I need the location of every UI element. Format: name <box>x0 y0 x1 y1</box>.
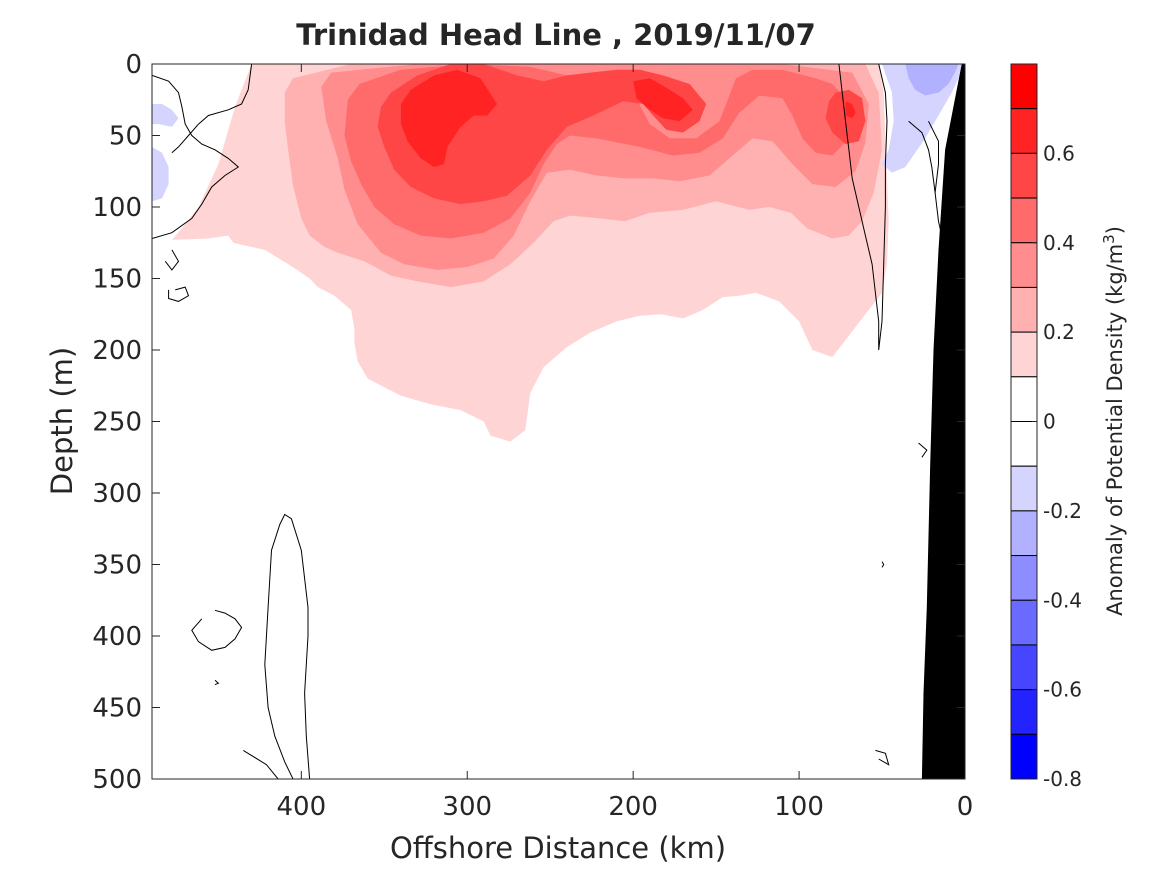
colorbar-tick-label: -0.8 <box>1043 767 1082 791</box>
colorbar-tick-label: 0 <box>1043 410 1056 434</box>
anomaly-region-6 <box>633 78 693 122</box>
colorbar-band-0 <box>1010 63 1038 110</box>
colorbar-band-3 <box>1010 197 1038 244</box>
density-fills <box>152 64 962 442</box>
y-tick-label: 500 <box>92 765 142 795</box>
x-tick-label: 400 <box>277 792 327 822</box>
colorbar-tick-label: -0.4 <box>1043 588 1082 612</box>
y-tick-label: 450 <box>92 694 142 724</box>
y-tick-label: 0 <box>125 50 142 80</box>
colorbar: 0.6 0.4 0.2 0 -0.2 -0.4 -0.6 -0.8 <box>1010 63 1082 791</box>
anomaly-region-5 <box>400 69 498 167</box>
plot-area <box>152 64 965 779</box>
colorbar-band-6 <box>1010 331 1038 378</box>
colorbar-band-5 <box>1010 286 1038 333</box>
colorbar-band-13 <box>1010 644 1038 691</box>
zero-contour-0 <box>152 74 240 239</box>
x-tick-label: 300 <box>442 792 492 822</box>
colorbar-tick-label: 0.2 <box>1043 320 1075 344</box>
colorbar-band-12 <box>1010 599 1038 646</box>
colorbar-label-exponent: 3 <box>1100 234 1118 244</box>
y-tick-label: 100 <box>92 193 142 223</box>
colorbar-band-10 <box>1010 510 1038 557</box>
x-tick-label: 100 <box>774 792 824 822</box>
colorbar-band-8 <box>1010 421 1038 467</box>
zero-contour-1 <box>171 64 253 154</box>
y-tick-label: 150 <box>92 265 142 295</box>
y-tick-label: 50 <box>109 122 142 152</box>
y-tick-label: 300 <box>92 479 142 509</box>
anomaly-region-11 <box>152 104 179 127</box>
zero-contour-2 <box>164 249 180 271</box>
zero-contour-7 <box>264 513 311 779</box>
colorbar-band-11 <box>1010 555 1038 601</box>
y-tick-label: 400 <box>92 622 142 652</box>
colorbar-label-close: ) <box>1103 226 1127 234</box>
anomaly-region-14 <box>905 64 959 96</box>
anomaly-region-8 <box>845 101 856 119</box>
x-tick-label: 200 <box>608 792 658 822</box>
seafloor-bathymetry <box>921 64 965 779</box>
colorbar-band-15 <box>1010 733 1038 780</box>
zero-contour-8 <box>838 64 888 351</box>
zero-contour-11 <box>918 442 928 458</box>
colorbar-band-4 <box>1010 242 1038 288</box>
colorbar-band-9 <box>1010 465 1038 512</box>
zero-contour-12 <box>881 561 885 568</box>
y-tick-label: 350 <box>92 551 142 581</box>
x-tick-label: 0 <box>957 792 974 822</box>
zero-contour-13 <box>875 749 890 766</box>
zero-contours <box>152 64 956 779</box>
zero-contour-5 <box>214 679 220 686</box>
colorbar-label: Anomaly of Potential Density (kg/m3) <box>1100 226 1127 616</box>
colorbar-tick-label: -0.6 <box>1043 678 1082 702</box>
x-axis-label: Offshore Distance (km) <box>390 831 726 865</box>
y-axis-ticks: 0 50 100 150 200 250 300 350 400 450 500 <box>92 50 965 795</box>
colorbar-band-14 <box>1010 689 1038 735</box>
y-axis-label: Depth (m) <box>45 347 79 495</box>
colorbar-tick-label: -0.2 <box>1043 499 1082 523</box>
anomaly-region-10 <box>284 224 298 242</box>
anomaly-region-13 <box>882 64 962 173</box>
colorbar-band-7 <box>1010 376 1038 422</box>
zero-contour-10 <box>928 120 939 193</box>
anomaly-region-12 <box>152 146 169 202</box>
colorbar-tick-label: 0.6 <box>1043 141 1075 165</box>
colorbar-tick-label: 0.4 <box>1043 231 1075 255</box>
y-tick-label: 200 <box>92 336 142 366</box>
anomaly-region-9 <box>225 135 240 156</box>
zero-contour-3 <box>168 286 190 302</box>
colorbar-label-text: Anomaly of Potential Density (kg/m <box>1103 244 1127 616</box>
zero-contour-6 <box>243 749 279 779</box>
zero-contour-4 <box>191 609 243 651</box>
colorbar-band-2 <box>1010 152 1038 199</box>
x-axis-ticks: 400 300 200 100 0 <box>277 64 974 822</box>
colorbar-band-1 <box>1010 108 1038 154</box>
y-tick-label: 250 <box>92 408 142 438</box>
chart-title: Trinidad Head Line , 2019/11/07 <box>296 18 816 52</box>
